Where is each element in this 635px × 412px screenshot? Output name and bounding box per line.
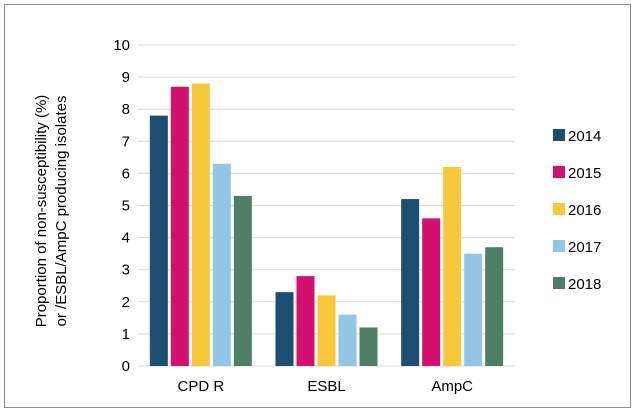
y-tick-label: 3 [122, 262, 130, 279]
y-tick-label: 7 [122, 133, 130, 150]
bar [233, 195, 252, 366]
y-tick-label: 4 [122, 230, 130, 247]
y-tick-label: 8 [122, 101, 130, 118]
bar [191, 83, 210, 367]
legend-swatch [553, 240, 565, 252]
bar [296, 276, 315, 366]
x-tick-label: CPD R [177, 378, 224, 395]
bar [401, 199, 420, 366]
x-tick-label: AmpC [431, 378, 473, 395]
bar [443, 166, 462, 366]
legend-swatch [553, 277, 565, 289]
y-tick-label: 1 [122, 326, 130, 343]
y-tick-label: 10 [113, 37, 130, 54]
bars [149, 83, 504, 367]
y-tick-labels: 0 1 2 3 4 5 6 7 8 9 10 [113, 37, 130, 375]
y-tick-label: 0 [122, 358, 130, 375]
legend-swatch [553, 166, 565, 178]
x-tick-labels: CPD R ESBL AmpC [177, 378, 473, 395]
legend: 2014 2015 2016 2017 2018 [553, 128, 601, 293]
legend-label: 2015 [568, 165, 601, 182]
y-tick-label: 9 [122, 69, 130, 86]
chart-frame: 0 1 2 3 4 5 6 7 8 9 10 CPD R ESBL AmpC 2014 2015 2016 2… [4, 4, 631, 408]
y-axis-title-line-2: or /ESBL/AmpC producing isolates [53, 96, 70, 327]
bar [275, 292, 294, 366]
x-tick-label: ESBL [307, 378, 345, 395]
bar [212, 163, 231, 366]
bar [359, 327, 378, 366]
y-tick-label: 2 [122, 294, 130, 311]
bar [338, 314, 357, 366]
bar [170, 86, 189, 366]
legend-label: 2017 [568, 239, 601, 256]
bar [149, 115, 168, 367]
y-tick-label: 6 [122, 165, 130, 182]
y-tick-label: 5 [122, 198, 130, 215]
bar [485, 247, 504, 366]
legend-swatch [553, 129, 565, 141]
bar [317, 295, 336, 366]
y-axis-title-line-1: Proportion of non-susceptibility (%) [33, 95, 50, 328]
legend-label: 2016 [568, 202, 601, 219]
y-axis-title: Proportion of non-susceptibility (%) or … [33, 95, 70, 328]
bar [464, 253, 483, 366]
legend-swatch [553, 203, 565, 215]
legend-label: 2014 [568, 128, 601, 145]
bar [422, 218, 441, 366]
legend-label: 2018 [568, 276, 601, 293]
